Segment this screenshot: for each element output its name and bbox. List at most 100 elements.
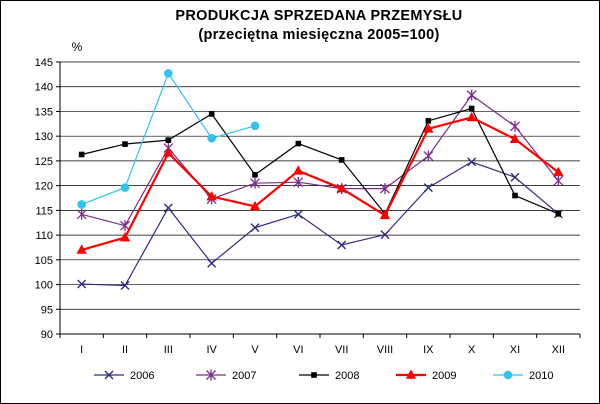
y-tick-label: 125 (35, 156, 53, 168)
legend-swatch-marker (503, 370, 513, 380)
data-point-2008 (338, 157, 345, 163)
data-point-2009 (76, 244, 87, 254)
legend-swatch-marker (311, 372, 317, 378)
x-tick-label: XII (552, 344, 565, 356)
data-point-2009 (249, 200, 261, 211)
data-point-2007 (120, 220, 130, 232)
x-tick-label: X (468, 344, 476, 356)
data-point-2009 (119, 232, 131, 242)
data-point-2009 (509, 133, 521, 143)
legend-item-2007: 2007 (196, 369, 256, 382)
y-tick-label: 100 (35, 280, 53, 292)
series-line-2008 (81, 107, 559, 215)
data-point-2009 (206, 191, 217, 201)
data-point-2008 (165, 137, 172, 143)
legend-item-2009: 2009 (396, 369, 456, 382)
chart-title: PRODUKCJA SPRZEDANA PRZEMYSŁU (175, 8, 462, 24)
data-point-2007 (250, 177, 260, 189)
legend: 2006 2007 2008 2009 2010 (94, 369, 553, 382)
x-tick-label: I (80, 344, 83, 356)
data-point-2007 (510, 120, 520, 132)
series-line-2007 (81, 94, 559, 227)
legend-swatch-marker (104, 370, 114, 380)
legend-label: 2006 (130, 370, 154, 382)
data-point-2008 (208, 111, 215, 117)
x-tick-label: II (122, 344, 128, 356)
y-tick-label: 110 (35, 230, 53, 242)
y-tick-label: 115 (35, 205, 53, 217)
data-point-2007 (466, 89, 477, 101)
data-point-2007 (76, 208, 87, 220)
grid-lines (60, 61, 580, 335)
data-point-2009 (423, 123, 434, 133)
y-axis-unit: % (72, 40, 83, 54)
y-tick-label: 145 (35, 57, 53, 69)
x-tick-label: XI (510, 344, 520, 356)
data-point-2008 (555, 211, 562, 217)
y-tick-label: 130 (35, 131, 53, 143)
data-point-2009 (163, 147, 174, 157)
series-line-2009 (81, 116, 560, 251)
data-point-2007 (553, 175, 564, 187)
data-point-2008 (468, 105, 475, 112)
data-point-2009 (466, 111, 477, 122)
legend-label: 2010 (529, 370, 553, 382)
data-point-2010 (250, 121, 260, 131)
x-tick-label: VI (293, 344, 303, 356)
data-point-2009 (553, 166, 564, 177)
series-line-2006 (81, 161, 559, 287)
data-point-2006 (337, 240, 347, 250)
legend-swatch-marker (405, 369, 417, 379)
legend-item-2008: 2008 (299, 370, 359, 382)
x-tick-label: VIII (377, 344, 394, 356)
data-point-2008 (512, 192, 518, 199)
data-point-2006 (423, 183, 433, 193)
data-point-2010 (164, 69, 173, 78)
legend-label: 2009 (432, 370, 456, 382)
data-point-2006 (510, 172, 520, 182)
legend-item-2010: 2010 (493, 370, 553, 382)
data-point-2006 (207, 258, 217, 268)
data-point-2006 (467, 157, 477, 167)
data-point-2006 (77, 279, 87, 289)
data-point-2008 (425, 118, 432, 124)
data-point-2007 (293, 176, 304, 188)
y-tick-label: 135 (35, 106, 53, 118)
data-point-2007 (423, 150, 434, 162)
data-point-2009 (336, 183, 347, 193)
data-point-2006 (120, 281, 130, 291)
data-point-2010 (77, 200, 86, 209)
data-point-2010 (207, 133, 216, 143)
data-point-2010 (120, 183, 130, 192)
legend-swatch-marker (206, 369, 216, 381)
legend-label: 2007 (232, 370, 256, 382)
y-tick-label: 95 (41, 304, 53, 316)
data-point-2008 (295, 140, 302, 147)
chart-subtitle: (przeciętna miesięczna 2005=100) (198, 27, 439, 43)
x-tick-label: V (251, 344, 259, 356)
data-point-2006 (163, 203, 173, 213)
data-point-2008 (78, 151, 85, 158)
data-point-2006 (250, 223, 260, 233)
data-point-2006 (380, 230, 390, 240)
data-point-2007 (380, 183, 390, 195)
legend-item-2006: 2006 (94, 370, 154, 382)
x-tick-label: VII (335, 344, 348, 356)
data-point-2006 (293, 209, 303, 219)
y-tick-label: 90 (41, 329, 53, 341)
x-tick-label: IX (423, 344, 434, 356)
data-point-2009 (293, 165, 304, 175)
data-point-2009 (379, 209, 391, 220)
axes (56, 61, 581, 338)
y-tick-label: 120 (35, 181, 53, 193)
x-tick-label: IV (206, 344, 217, 356)
legend-label: 2008 (335, 370, 359, 382)
series-layer (76, 69, 564, 291)
y-tick-label: 140 (35, 82, 53, 94)
data-point-2008 (122, 141, 128, 147)
y-tick-label: 105 (35, 255, 53, 267)
x-tick-label: III (164, 344, 173, 356)
